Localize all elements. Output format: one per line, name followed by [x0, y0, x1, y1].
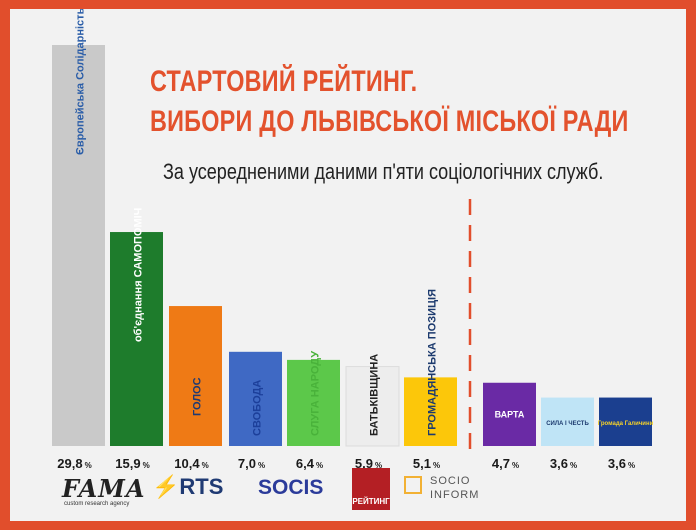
bar-syla [541, 397, 594, 446]
bar-party-label-gal: Громада Галичини [598, 421, 654, 427]
reiting-logo: РЕЙТИНГ [352, 468, 390, 510]
bar-party-label-syla: СИЛА І ЧЕСТЬ [546, 421, 589, 427]
bar-party-label-es: Європейська Солідарність [75, 9, 87, 155]
chart-title-line-2: ВИБОРИ ДО ЛЬВІВСЬКОЇ МІСЬКОЇ РАДИ [150, 105, 629, 138]
value-label-hp: 5,1% [413, 456, 440, 471]
value-unit-sluha: % [316, 461, 323, 470]
bar-party-label-sluha: СЛУГА НАРОДУ [310, 351, 322, 436]
bar-golos [169, 306, 222, 446]
bar-varta [483, 382, 536, 446]
rts-logo: ⚡RTS [152, 474, 224, 499]
bar-party-label-golos: ГОЛОС [192, 377, 204, 416]
fama-logo-subtitle: custom research agency [64, 501, 130, 507]
bar-group-varta: ВАРТА 4,7% [483, 382, 536, 471]
value-unit-samopomich: % [143, 461, 150, 470]
bar-party-label-samopomich: об'єднання САМОПОМІЧ [133, 208, 145, 342]
socio-logo-line-1: SOCIO [430, 475, 471, 487]
value-label-es: 29,8% [57, 456, 91, 471]
value-label-sluha: 6,4% [296, 456, 323, 471]
bar-samopomich [110, 232, 163, 446]
rts-logo-text: RTS [179, 474, 224, 499]
value-unit-syla: % [570, 461, 577, 470]
value-unit-hp: % [433, 461, 440, 470]
bar-svoboda [229, 351, 282, 446]
bar-group-es: Європейська Солідарність 29,8% [52, 9, 105, 471]
bar-party-label-svoboda: СВОБОДА [252, 380, 264, 436]
socio-logo-line-2: INFORM [430, 489, 480, 501]
bar-party-label-hp: ГРОМАДЯНСЬКА ПОЗИЦІЯ [427, 289, 439, 436]
chart-title-line-1: СТАРТОВИЙ РЕЙТИНГ. [150, 65, 418, 98]
socio-inform-icon [404, 476, 422, 494]
value-unit-batkivshchyna: % [375, 461, 382, 470]
bar-batkivshchyna [345, 366, 400, 447]
value-unit-svoboda: % [258, 461, 265, 470]
chart-subtitle: За усередненими даними п'яти соціологічн… [163, 159, 604, 184]
value-unit-es: % [85, 461, 92, 470]
value-unit-golos: % [202, 461, 209, 470]
fama-logo: FAMA [62, 474, 146, 503]
bar-sluha [287, 359, 340, 446]
bar-group-golos: ГОЛОС 10,4% [169, 306, 222, 471]
bar-group-syla: СИЛА І ЧЕСТЬ 3,6% [541, 397, 594, 471]
bar-hp [404, 377, 457, 446]
socis-logo: SOCIS [258, 476, 324, 499]
value-label-varta: 4,7% [492, 456, 519, 471]
value-label-golos: 10,4% [174, 456, 208, 471]
chart-plot: Європейська Солідарність 29,8 % об'єднання … [52, 9, 654, 471]
bar-party-label-batkivshchyna: БАТЬКІВЩИНА [369, 354, 381, 436]
bar-group-svoboda: СВОБОДА 7,0% [229, 351, 282, 471]
value-label-syla: 3,6% [550, 456, 577, 471]
value-unit-varta: % [512, 461, 519, 470]
value-label-svoboda: 7,0% [238, 456, 265, 471]
bar-group-hp: ГРОМАДЯНСЬКА ПОЗИЦІЯ 5,1% [404, 289, 457, 471]
bar-group-sluha: СЛУГА НАРОДУ 6,4% [287, 351, 340, 471]
bar-party-label-varta: ВАРТА [495, 409, 525, 419]
chart-card: Європейська Солідарність 29,8% об'єднання … [10, 9, 686, 521]
value-unit-gal: % [628, 461, 635, 470]
bar-es [52, 45, 105, 446]
bar-group-gal: Громада Галичини 3,6% [598, 397, 654, 471]
value-label-samopomich: 15,9% [115, 456, 149, 471]
bar-group-samopomich: об'єднання САМОПОМІЧ 15,9% [110, 208, 163, 471]
bar-gal [599, 397, 652, 446]
value-label-gal: 3,6% [608, 456, 635, 471]
socio-inform-logo: SOCIO INFORM [430, 474, 479, 502]
